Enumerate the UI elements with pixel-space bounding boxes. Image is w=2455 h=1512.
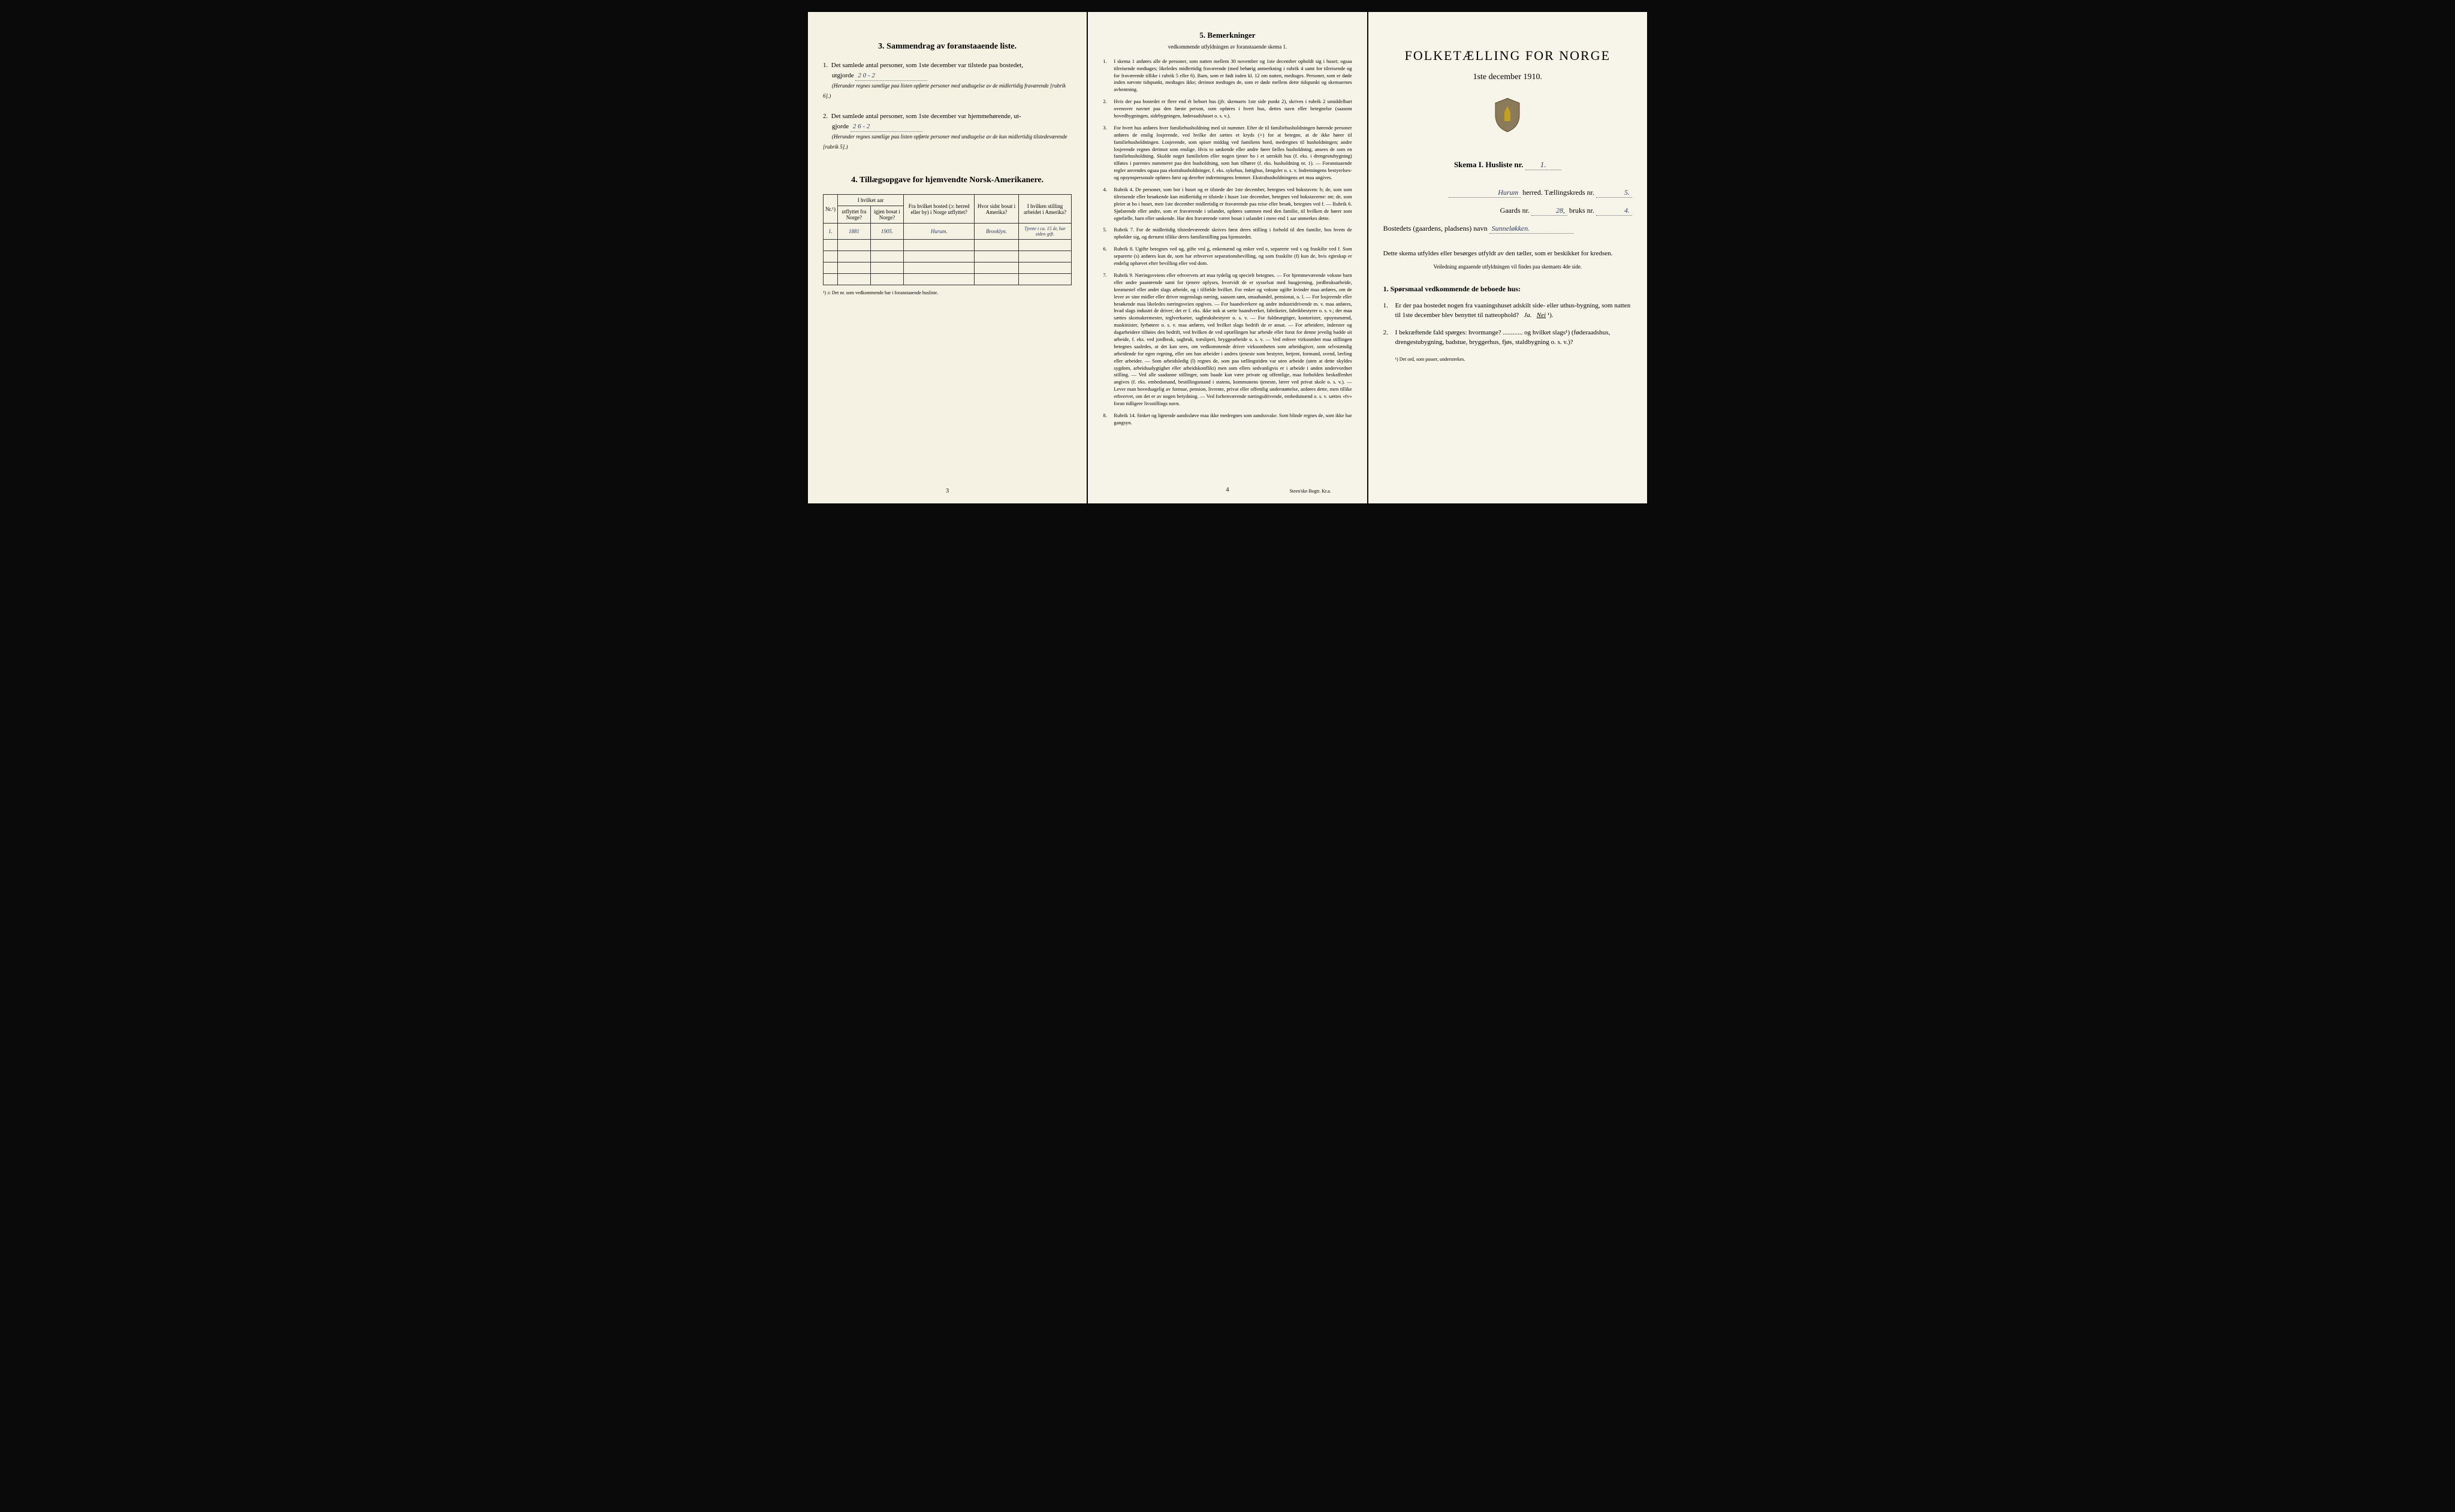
census-document: 3. Sammendrag av foranstaaende liste. 1.… (808, 12, 1647, 503)
page-number: 3 (946, 488, 949, 494)
gaards-line: Gaards nr. 28, bruks nr. 4. (1383, 206, 1632, 216)
printer-credit: Steen'ske Bogtr. Kr.a. (1289, 488, 1331, 494)
house-question-2: 2. I bekræftende fald spørges: hvormange… (1383, 328, 1632, 348)
herred-line: Hurum herred. Tællingskreds nr. 5. (1383, 188, 1632, 198)
rule-item: Rubrik 7. For de midlertidig tilstedevær… (1103, 227, 1352, 241)
skema-line: Skema I. Husliste nr. 1. (1383, 160, 1632, 170)
section-3-title: 3. Sammendrag av foranstaaende liste. (823, 42, 1072, 52)
rule-item: Rubrik 14. Sinker og lignende aandssløve… (1103, 412, 1352, 427)
rules-list: I skema 1 anføres alle de personer, som … (1103, 58, 1352, 427)
rule-item: Rubrik 4. De personer, som bor i huset o… (1103, 186, 1352, 222)
page-3-summary: 3. Sammendrag av foranstaaende liste. 1.… (808, 12, 1087, 503)
rule-item: Hvis der paa bostedet er flere end ét be… (1103, 98, 1352, 120)
underline-footnote: ¹) Det ord, som passer, understrekes. (1383, 357, 1632, 362)
tilstede-count: 2 0 - 2 (855, 71, 927, 82)
question-2: 2. Det samlede antal personer, som 1ste … (823, 111, 1072, 152)
questions-header: 1. Spørsmaal vedkommende de beboede hus: (1383, 285, 1632, 294)
rule-item: Rubrik 9. Næringsveiens eller erhvervets… (1103, 272, 1352, 408)
rule-item: Rubrik 8. Ugifte betegnes ved ug, gifte … (1103, 246, 1352, 267)
census-date: 1ste december 1910. (1383, 73, 1632, 82)
bosted-line: Bostedets (gaardens, pladsens) navn Sunn… (1383, 224, 1632, 234)
question-1: 1. Det samlede antal personer, som 1ste … (823, 61, 1072, 101)
table-row: 1. 1881 1905. Hurum. Brooklyn. Tjente i … (824, 224, 1072, 240)
hjemmehorende-count: 2 6 - 2 (850, 122, 922, 132)
page-4-bemerkninger: 5. Bemerkninger vedkommende utfyldningen… (1088, 12, 1367, 503)
rule-item: I skema 1 anføres alle de personer, som … (1103, 58, 1352, 93)
page-1-cover: FOLKETÆLLING FOR NORGE 1ste december 191… (1368, 12, 1647, 503)
house-question-1: 1. Er der paa bostedet nogen fra vaaning… (1383, 301, 1632, 321)
page-number: 4 (1226, 486, 1229, 494)
filler-instruction: Dette skema utfyldes eller besørges utfy… (1383, 249, 1632, 259)
section-5-title: 5. Bemerkninger (1103, 30, 1352, 41)
rule-item: For hvert hus anføres hver familiehushol… (1103, 125, 1352, 182)
section-4-title: 4. Tillægsopgave for hjemvendte Norsk-Am… (823, 176, 1072, 185)
table-footnote: ¹) ɔ: Det nr. som vedkommende har i fora… (823, 290, 1072, 295)
coat-of-arms-icon (1383, 97, 1632, 136)
amerikanere-table: Nr.¹) I hvilket aar Fra hvilket bosted (… (823, 194, 1072, 285)
document-title: FOLKETÆLLING FOR NORGE (1383, 48, 1632, 64)
